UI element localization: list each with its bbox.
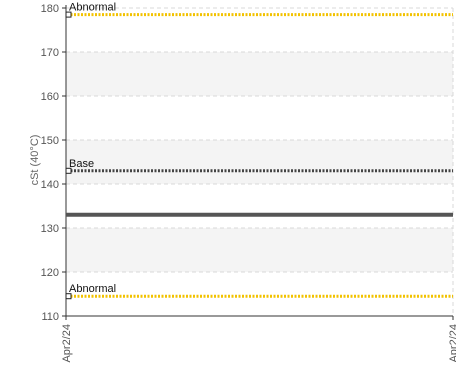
y-tick-label: 110 [41,311,59,323]
y-tick-label: 120 [41,267,59,279]
background-band [66,140,453,184]
y-axis-ticks: 110 120 130 140 150 160 170 180 [41,3,66,323]
y-tick-label: 160 [41,91,59,103]
reference-marker [65,11,72,18]
x-axis-ticks: Apr2/24 Apr2/24 [61,316,456,363]
background-band [66,52,453,96]
reference-marker [65,293,72,300]
reference-label: Abnormal [69,2,116,14]
y-tick-label: 150 [41,135,59,147]
reference-marker [65,167,72,174]
x-tick-label: Apr2/24 [61,324,73,363]
y-tick-label: 140 [41,179,59,191]
reference-label: Abnormal [69,283,116,295]
y-tick-label: 170 [41,47,59,59]
y-axis-title: cSt (40°C) [29,135,41,186]
reference-label: Base [69,158,94,170]
reference-lines: Abnormal Base Abnormal [65,2,453,300]
y-tick-label: 130 [41,223,59,235]
x-tick-label: Apr2/24 [448,324,456,363]
y-tick-label: 180 [41,3,59,15]
background-band [66,228,453,272]
background-bands [66,52,453,272]
